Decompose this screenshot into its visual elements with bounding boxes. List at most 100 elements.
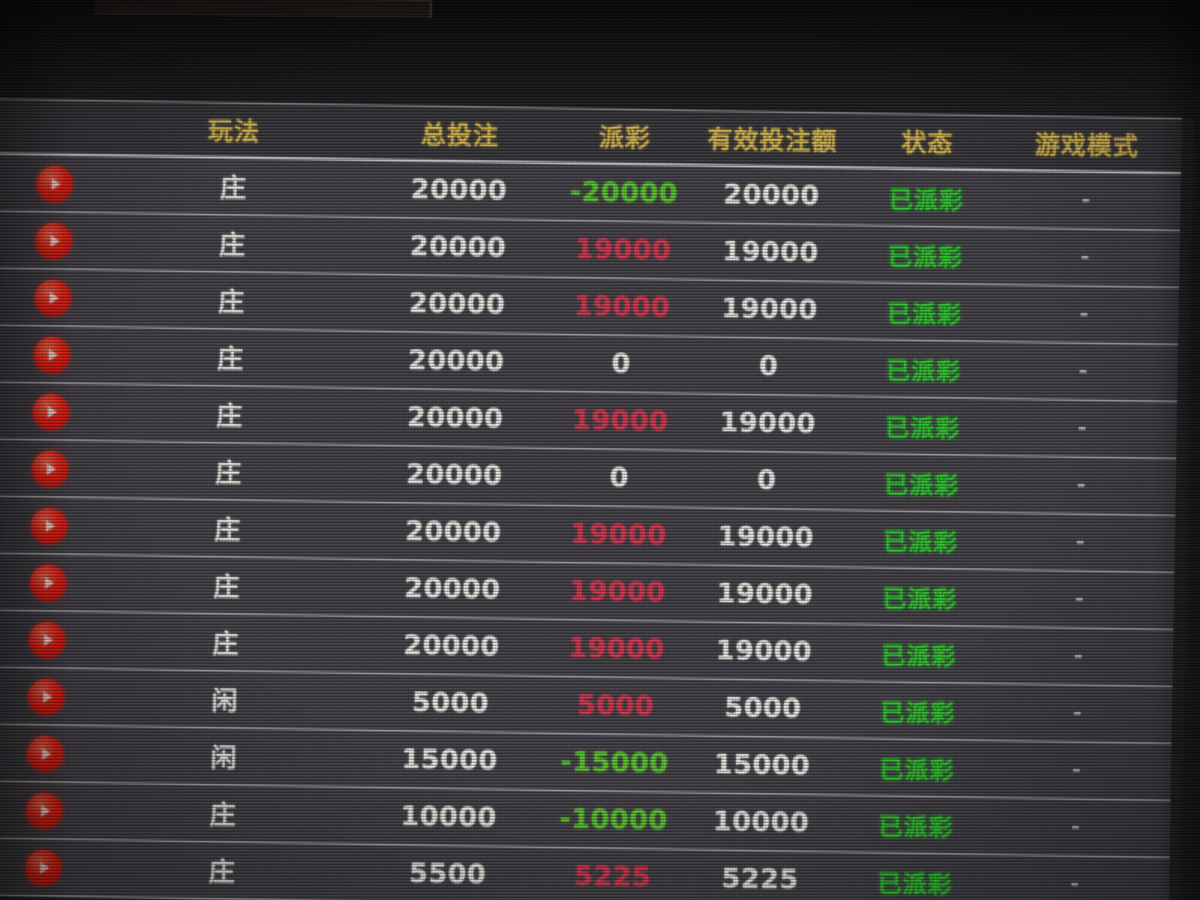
play-icon (46, 462, 56, 475)
status-badge: 已派彩 (887, 242, 964, 273)
cell-total-bet: 5500 (408, 857, 487, 891)
cell-playtype: 庄 (219, 173, 247, 205)
play-button[interactable] (30, 507, 68, 544)
play-icon (42, 690, 53, 703)
play-button[interactable] (31, 450, 69, 487)
cell-total-bet: 20000 (406, 401, 504, 435)
cell-playtype: 庄 (208, 857, 235, 889)
cell-play (0, 734, 105, 772)
cell-total-bet: 20000 (407, 344, 505, 378)
cell-total-bet: 20000 (409, 230, 507, 264)
play-button[interactable] (35, 222, 72, 259)
cell-total-bet: 10000 (400, 800, 498, 834)
status-badge: 已派彩 (883, 527, 959, 558)
play-button[interactable] (26, 735, 64, 772)
cell-play (0, 164, 115, 202)
col-header-game-mode: 游戏模式 (1034, 130, 1140, 161)
cell-total-bet: 20000 (405, 458, 503, 492)
cell-play (0, 392, 111, 430)
cell-total-bet: 20000 (404, 515, 502, 549)
cell-total-bet: 20000 (403, 572, 501, 606)
play-icon (43, 633, 54, 646)
cell-valid-bet: 5000 (724, 692, 802, 725)
col-header-status: 状态 (901, 128, 954, 158)
play-icon (42, 747, 52, 760)
cell-valid-bet: 15000 (713, 748, 811, 782)
cell-game-mode: - (1069, 871, 1080, 898)
cell-total-bet: 20000 (403, 629, 500, 663)
cell-game-mode: - (1074, 586, 1085, 613)
status-badge: 已派彩 (883, 470, 960, 501)
play-button[interactable] (36, 165, 73, 202)
cell-play (0, 449, 110, 487)
cell-total-bet: 20000 (410, 173, 508, 207)
cell-payout: 0 (611, 348, 632, 380)
cell-valid-bet: 10000 (712, 805, 810, 839)
cell-playtype: 闲 (211, 686, 238, 718)
cell-valid-bet: 19000 (721, 293, 819, 326)
cell-total-bet: 15000 (401, 743, 499, 777)
cell-game-mode: - (1080, 245, 1090, 271)
cell-valid-bet: 19000 (717, 521, 815, 554)
status-badge: 已派彩 (888, 185, 965, 216)
cell-game-mode: - (1081, 188, 1091, 214)
cell-payout: -15000 (560, 746, 669, 780)
cell-play (0, 221, 114, 259)
cell-valid-bet: 0 (758, 350, 779, 383)
cell-valid-bet: 19000 (715, 635, 813, 668)
play-button[interactable] (24, 849, 62, 886)
play-icon (49, 291, 59, 304)
cell-payout: 19000 (574, 233, 672, 267)
cell-playtype: 庄 (214, 515, 241, 547)
cell-playtype: 庄 (212, 629, 239, 661)
status-badge: 已派彩 (884, 413, 961, 444)
play-icon (51, 177, 61, 190)
play-button[interactable] (25, 792, 63, 829)
play-icon (47, 405, 57, 418)
col-header-total-bet: 总投注 (420, 120, 500, 151)
status-badge: 已派彩 (882, 584, 958, 615)
cell-play (0, 563, 108, 601)
cell-play (0, 335, 112, 373)
cell-playtype: 庄 (215, 401, 243, 433)
play-icon (48, 348, 58, 361)
play-button[interactable] (29, 564, 67, 601)
cell-playtype: 庄 (216, 344, 244, 376)
cell-playtype: 庄 (218, 230, 246, 262)
status-badge: 已派彩 (885, 356, 962, 387)
cell-game-mode: - (1072, 700, 1083, 727)
cell-play (0, 278, 113, 316)
cell-valid-bet: 19000 (722, 236, 820, 269)
cell-play (0, 506, 109, 544)
cell-game-mode: - (1079, 301, 1089, 328)
cell-valid-bet: 0 (756, 464, 777, 496)
cell-play (0, 848, 104, 886)
cell-payout: 19000 (573, 290, 671, 324)
cell-payout: 5000 (576, 689, 655, 722)
cell-payout: 19000 (569, 518, 667, 552)
cell-total-bet: 5000 (411, 686, 490, 720)
play-button[interactable] (27, 678, 65, 715)
cell-playtype: 庄 (213, 572, 240, 604)
col-header-payout: 派彩 (598, 123, 652, 153)
play-button[interactable] (34, 279, 71, 316)
status-badge: 已派彩 (878, 812, 954, 842)
cell-valid-bet: 20000 (723, 179, 820, 212)
cell-playtype: 庄 (215, 458, 242, 490)
bet-history-table: 玩法 总投注 派彩 有效投注额 状态 游戏模式 庄 20000 -20000 2… (0, 98, 1182, 900)
background-window-fragment (94, 0, 433, 18)
status-badge: 已派彩 (886, 299, 963, 330)
play-button[interactable] (33, 336, 71, 373)
cell-payout: 5225 (573, 860, 652, 893)
cell-game-mode: - (1078, 358, 1088, 385)
play-icon (40, 861, 50, 874)
cell-playtype: 庄 (217, 287, 245, 319)
cell-game-mode: - (1073, 643, 1084, 670)
cell-payout: 19000 (567, 632, 665, 666)
cell-valid-bet: 5225 (721, 863, 799, 896)
play-button[interactable] (32, 393, 70, 430)
play-button[interactable] (28, 621, 66, 658)
cell-game-mode: - (1075, 529, 1086, 556)
status-badge: 已派彩 (881, 641, 957, 671)
